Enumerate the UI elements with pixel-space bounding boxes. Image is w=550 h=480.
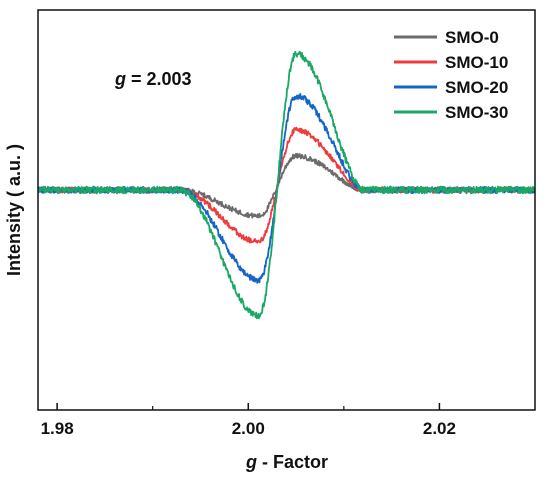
annotation-italic: g — [114, 69, 126, 89]
series-line-smo-10 — [38, 126, 535, 244]
x-axis-label-italic: g — [245, 452, 257, 472]
series-line-smo-30 — [38, 50, 535, 320]
x-tick-label: 2.02 — [423, 419, 456, 438]
x-tick-label: 1.98 — [41, 419, 74, 438]
legend-label-smo-10: SMO-10 — [445, 53, 508, 72]
y-axis-label: Intensity ( a.u. ) — [4, 144, 24, 276]
legend-label-smo-20: SMO-20 — [445, 78, 508, 97]
x-axis-ticks: 1.98 2.00 2.02 — [41, 403, 456, 438]
series-layer — [38, 50, 535, 320]
legend-label-smo-0: SMO-0 — [445, 28, 499, 47]
annotation-rest: = 2.003 — [126, 69, 192, 89]
x-axis-label-rest: - Factor — [257, 452, 328, 472]
plot-frame — [37, 9, 536, 411]
x-axis-label: g - Factor — [245, 452, 328, 472]
g-value-annotation: g = 2.003 — [114, 69, 192, 89]
x-tick-label: 2.00 — [232, 419, 265, 438]
series-line-smo-0 — [38, 152, 535, 219]
legend-label-smo-30: SMO-30 — [445, 103, 508, 122]
series-line-smo-20 — [38, 92, 535, 284]
legend: SMO-0 SMO-10 SMO-20 SMO-30 — [394, 28, 508, 122]
